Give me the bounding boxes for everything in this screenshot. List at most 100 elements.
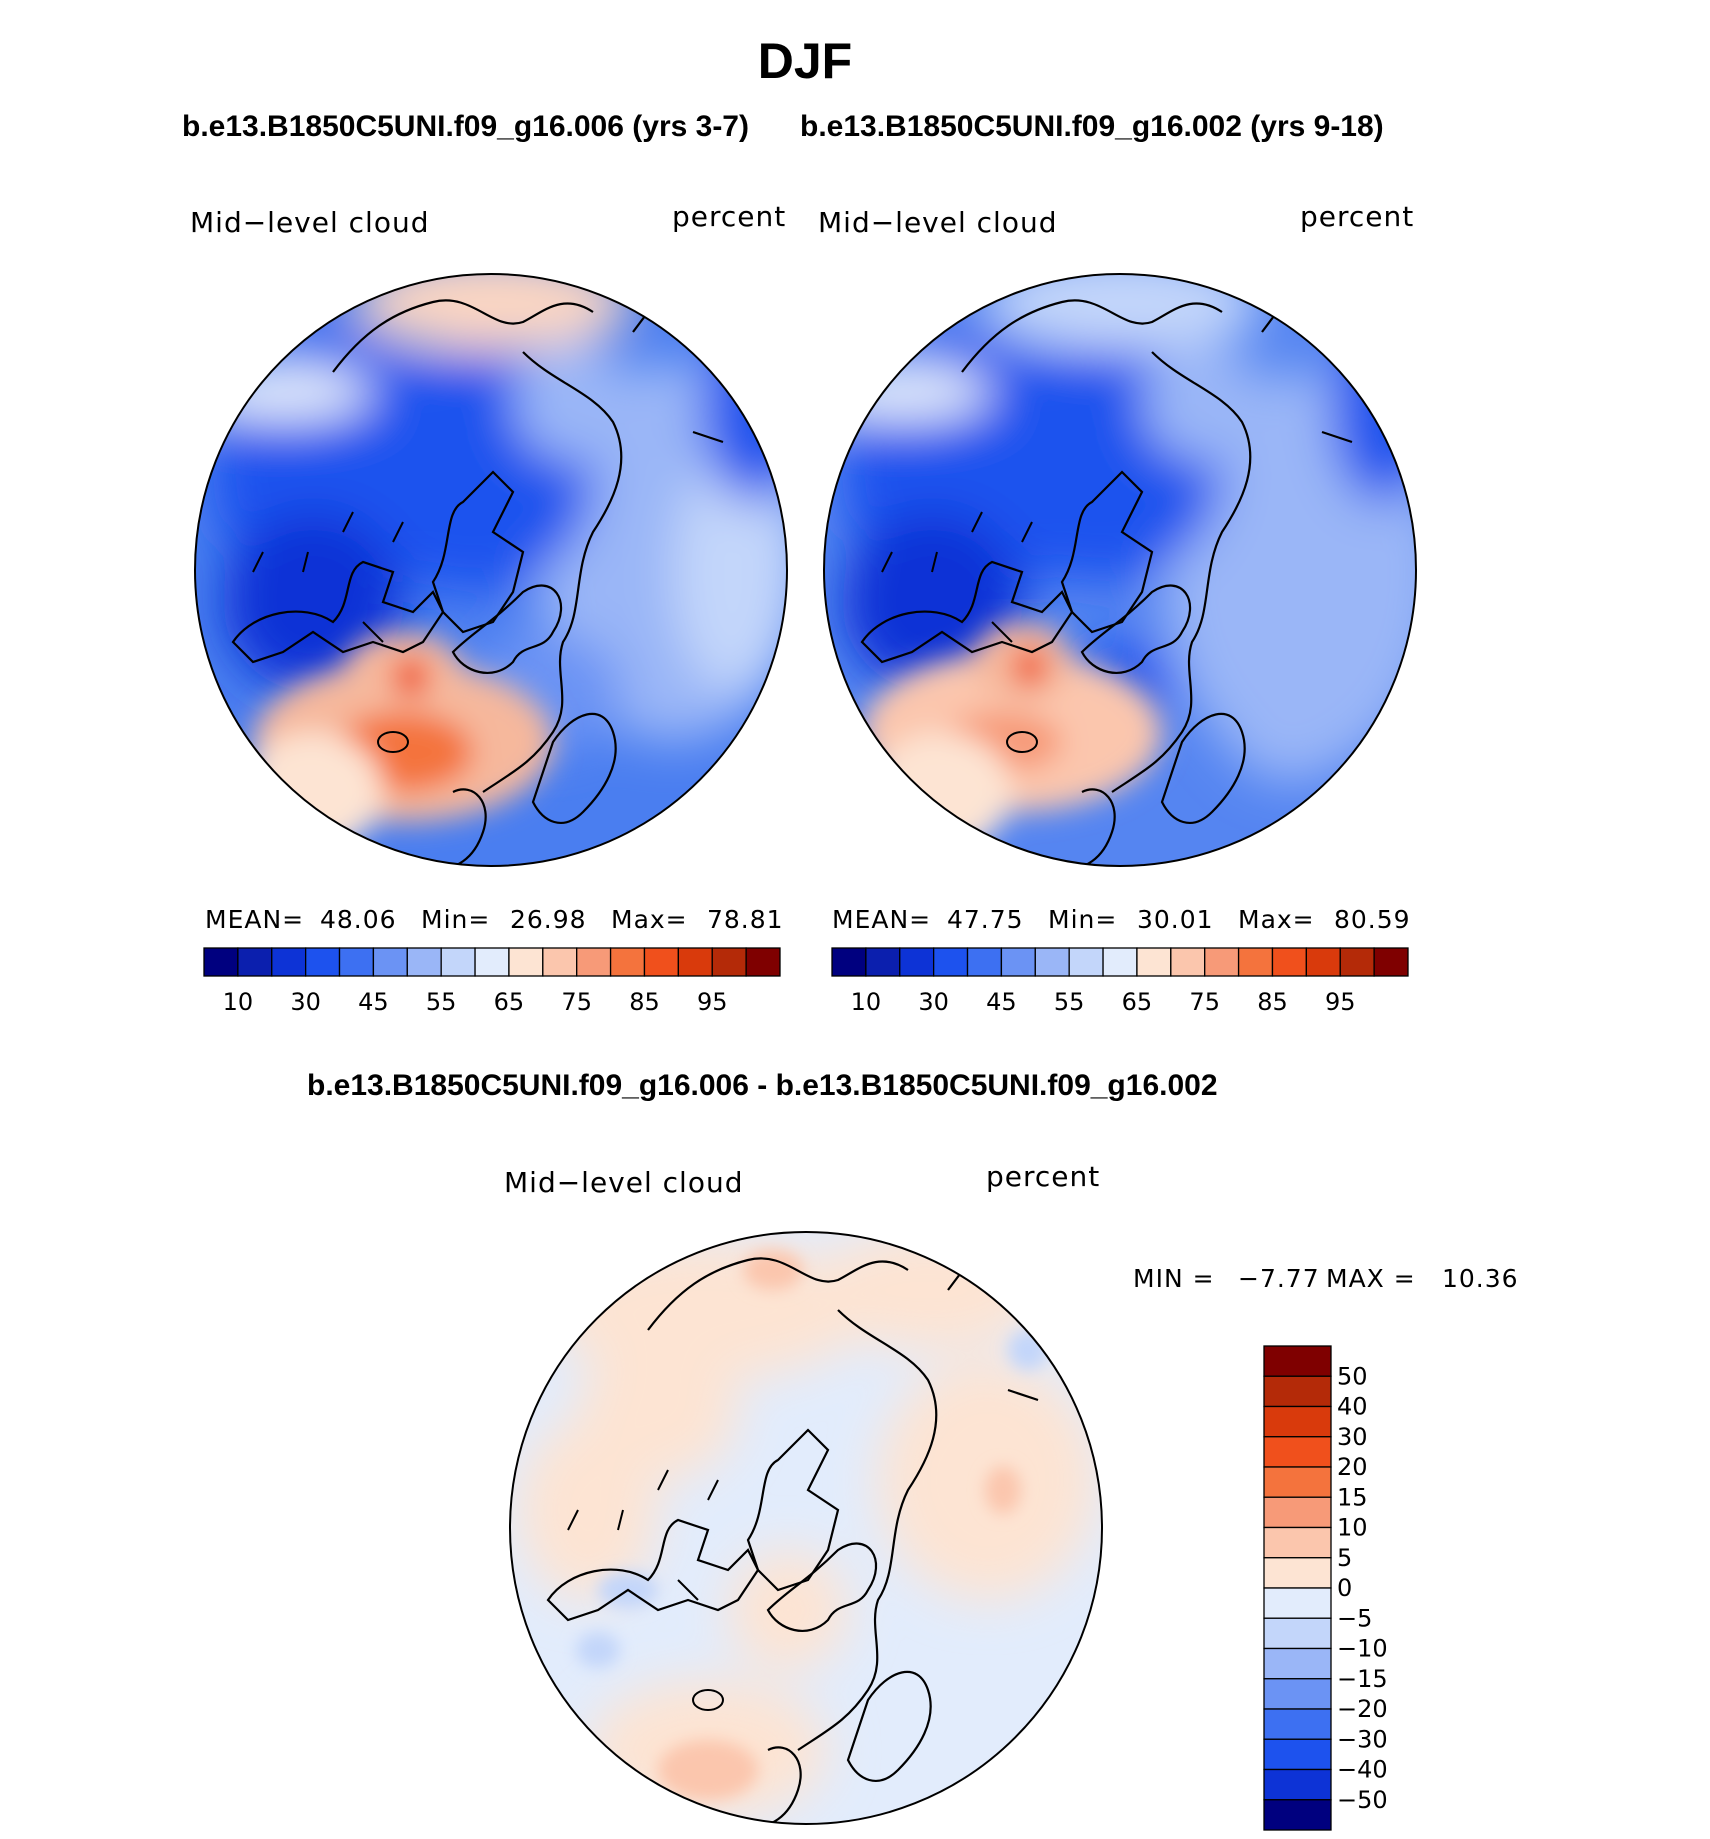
season-title: DJF — [757, 33, 853, 89]
panel-b-colorbar-swatch — [1271, 947, 1308, 977]
diff-colorbar-tick-label: 30 — [1337, 1423, 1368, 1451]
panel-b-colorbar-swatch — [1305, 947, 1341, 977]
panel-a-colorbar-swatch — [304, 947, 341, 977]
panel-b-colorbar-swatch — [1000, 947, 1036, 977]
diff-colorbar-tick-label: 15 — [1337, 1483, 1368, 1511]
diff-colorbar-tick-label: 20 — [1337, 1453, 1368, 1481]
diff-colorbar-tick-label: −40 — [1337, 1756, 1388, 1784]
panel-a-colorbar-swatch — [203, 947, 239, 977]
diff-min: −7.77 — [1238, 1264, 1320, 1293]
panel-a-min-label: Min= — [421, 905, 491, 934]
panel-b-colorbar-swatch — [865, 947, 901, 977]
panel-b-colorbar-swatch — [1373, 947, 1409, 977]
panel-a-colorbar-swatch — [576, 947, 612, 977]
diff-colorbar-swatch — [1263, 1436, 1332, 1468]
panel-a-colorbar-swatch — [271, 947, 307, 977]
diff-colorbar-tick-label: −30 — [1337, 1725, 1388, 1753]
panel-a-colorbar-swatch — [711, 947, 747, 977]
diff-max-label: MAX = — [1326, 1264, 1416, 1293]
panel-a-max-label: Max= — [611, 905, 688, 934]
panel-a-colorbar-swatch — [440, 947, 476, 977]
panel-b-mean: 47.75 — [947, 905, 1024, 934]
panel-a-colorbar-tick-label: 30 — [290, 988, 321, 1016]
diff-colorbar-swatch — [1263, 1496, 1332, 1529]
diff-map — [509, 1231, 1103, 1825]
diff-colorbar-swatch — [1263, 1557, 1332, 1589]
diff-colorbar-swatch — [1263, 1345, 1332, 1377]
diff-title: b.e13.B1850C5UNI.f09_g16.006 - b.e13.B18… — [307, 1069, 1218, 1102]
panel-b-colorbar-swatch — [1136, 947, 1172, 977]
panel-b-colorbar-swatch — [1034, 947, 1070, 977]
panel-a-mean-label: MEAN= — [205, 905, 305, 934]
diff-colorbar-swatch — [1263, 1466, 1332, 1498]
diff-colorbar-tick-label: 50 — [1337, 1362, 1368, 1390]
diff-colorbar-swatch — [1263, 1647, 1332, 1680]
panel-b-mean-label: MEAN= — [832, 905, 932, 934]
panel-a-max: 78.81 — [707, 905, 784, 934]
panel-b-colorbar-swatch — [1204, 947, 1240, 977]
panel-b-units: percent — [1300, 200, 1415, 233]
diff-colorbar-swatch — [1263, 1738, 1332, 1771]
panel-b-min-label: Min= — [1048, 905, 1118, 934]
panel-a-variable: Mid−level cloud — [190, 206, 430, 239]
panel-b-colorbar-swatch — [1237, 947, 1274, 977]
panel-b-colorbar-swatch — [966, 947, 1003, 977]
panel-a-colorbar-tick-label: 95 — [697, 988, 728, 1016]
diff-colorbar-tick-label: −20 — [1337, 1695, 1388, 1723]
diff-colorbar-swatch — [1263, 1799, 1332, 1831]
panel-b-colorbar-tick-label: 55 — [1054, 988, 1085, 1016]
panel-a-colorbar-tick-label: 75 — [561, 988, 592, 1016]
panel-a-colorbar-swatch — [237, 947, 273, 977]
diff-colorbar-tick-label: 10 — [1337, 1514, 1368, 1542]
diff-colorbar-swatch — [1263, 1768, 1332, 1801]
panel-a-colorbar-swatch — [474, 947, 510, 977]
panel-b-colorbar-swatch — [831, 947, 867, 977]
panel-b-colorbar-tick-label: 65 — [1122, 988, 1153, 1016]
diff-colorbar-swatch — [1263, 1375, 1332, 1408]
diff-colorbar-tick-label: −10 — [1337, 1635, 1388, 1663]
panel-a-colorbar-tick-label: 45 — [358, 988, 389, 1016]
panel-b-max-label: Max= — [1238, 905, 1315, 934]
panel-b-min: 30.01 — [1137, 905, 1214, 934]
panel-b-colorbar-swatch — [932, 947, 969, 977]
panel-a-map — [194, 273, 788, 867]
panel-b-colorbar-tick-label: 10 — [851, 988, 882, 1016]
panel-a-colorbar-swatch — [745, 947, 781, 977]
diff-colorbar-tick-label: 40 — [1337, 1393, 1368, 1421]
diff-colorbar-tick-label: −50 — [1337, 1786, 1388, 1814]
panel-b-colorbar-tick-label: 45 — [986, 988, 1017, 1016]
panel-a-colorbar-tick-label: 55 — [426, 988, 457, 1016]
diff-colorbar-swatch — [1263, 1405, 1332, 1438]
panel-a-colorbar-tick-label: 10 — [223, 988, 254, 1016]
panel-a-colorbar-tick-label: 85 — [629, 988, 660, 1016]
panel-a-colorbar-swatch — [338, 947, 375, 977]
diff-colorbar-tick-label: −5 — [1337, 1604, 1372, 1632]
panel-b-variable: Mid−level cloud — [818, 206, 1058, 239]
panel-a-colorbar-swatch — [609, 947, 646, 977]
diff-colorbar-tick-label: −15 — [1337, 1665, 1388, 1693]
panel-b-colorbar-swatch — [899, 947, 935, 977]
panel-b-colorbar: 10 30 45 55 65 75 85 95 — [831, 947, 1409, 1016]
panel-a-colorbar-swatch — [508, 947, 544, 977]
panel-a-colorbar-swatch — [643, 947, 680, 977]
case-b-title: b.e13.B1850C5UNI.f09_g16.002 (yrs 9-18) — [800, 110, 1384, 143]
diff-variable: Mid−level cloud — [504, 1166, 744, 1199]
panel-a-colorbar-swatch — [677, 947, 713, 977]
diff-min-label: MIN = — [1133, 1264, 1215, 1293]
diff-colorbar-tick-label: 5 — [1337, 1544, 1352, 1572]
panel-b-max: 80.59 — [1334, 905, 1411, 934]
panel-b-colorbar-tick-label: 30 — [918, 988, 949, 1016]
panel-a-colorbar-swatch — [372, 947, 408, 977]
diff-max: 10.36 — [1442, 1264, 1519, 1293]
panel-b-colorbar-swatch — [1102, 947, 1138, 977]
diff-colorbar-swatch — [1263, 1678, 1332, 1710]
diff-colorbar-swatch — [1263, 1708, 1332, 1740]
diff-colorbar-swatch — [1263, 1526, 1332, 1559]
panel-a-colorbar-tick-label: 65 — [494, 988, 525, 1016]
diff-colorbar-swatch — [1263, 1617, 1332, 1650]
panel-a-colorbar-swatch — [542, 947, 578, 977]
diff-units: percent — [986, 1160, 1101, 1193]
panel-b-colorbar-swatch — [1068, 947, 1104, 977]
panel-a-units: percent — [672, 200, 787, 233]
